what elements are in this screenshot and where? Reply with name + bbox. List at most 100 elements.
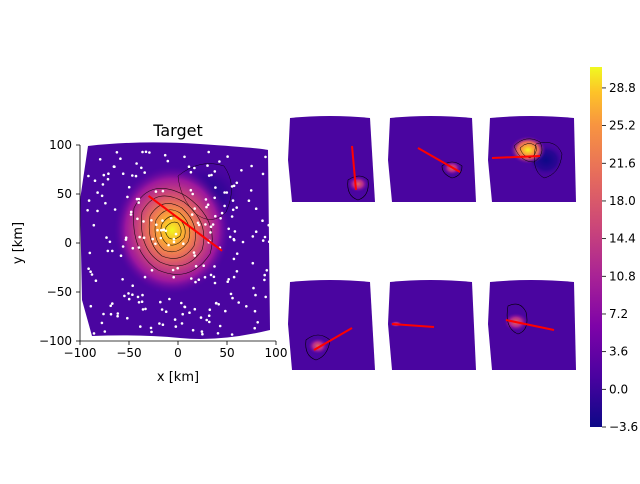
station-marker: [253, 326, 256, 330]
colorbar-tick-label: 14.4: [609, 232, 636, 246]
station-marker: [263, 278, 266, 282]
station-marker: [213, 281, 217, 285]
station-marker: [87, 267, 90, 271]
station-marker: [218, 324, 222, 328]
station-marker: [199, 316, 203, 319]
panel-1: [288, 116, 375, 202]
station-marker: [256, 321, 260, 324]
station-marker: [210, 173, 213, 177]
station-marker: [216, 332, 220, 335]
station-marker: [140, 300, 144, 304]
station-marker: [131, 293, 134, 297]
station-marker: [127, 297, 131, 301]
station-marker: [96, 209, 99, 213]
station-marker: [189, 188, 193, 192]
station-marker: [137, 246, 141, 249]
station-marker: [253, 309, 257, 313]
station-marker: [143, 171, 146, 174]
station-marker: [113, 208, 117, 211]
station-marker: [106, 249, 110, 253]
station-marker: [252, 286, 255, 290]
station-marker: [232, 275, 236, 279]
panel-1-contour: [347, 175, 369, 201]
station-marker: [204, 223, 207, 226]
panel-1-hotspot: [348, 176, 368, 192]
station-marker: [193, 207, 196, 210]
station-marker: [209, 273, 213, 277]
station-marker: [171, 268, 175, 272]
station-marker: [267, 240, 271, 243]
station-marker: [111, 302, 114, 305]
station-marker: [87, 199, 91, 202]
station-marker: [202, 264, 205, 268]
panel-5-field: [388, 280, 476, 370]
station-marker: [181, 312, 184, 316]
station-marker: [207, 174, 211, 177]
station-marker: [151, 237, 154, 241]
station-marker: [172, 240, 176, 244]
colorbar-tick-label: 18.0: [609, 194, 636, 208]
panel-4-hotspot: [308, 338, 328, 354]
station-marker: [212, 275, 216, 279]
station-marker: [141, 150, 144, 154]
station-marker: [154, 242, 157, 246]
station-marker: [204, 198, 208, 201]
station-marker: [190, 213, 194, 216]
station-marker: [225, 191, 229, 194]
colorbar-tick-label: 7.2: [609, 307, 628, 321]
station-marker: [108, 240, 112, 244]
station-marker: [227, 227, 230, 231]
panel-4: [288, 280, 375, 370]
station-marker: [230, 185, 234, 188]
station-marker: [116, 312, 120, 315]
station-marker: [241, 240, 245, 244]
station-marker: [197, 223, 201, 227]
station-marker: [224, 309, 227, 313]
station-marker: [232, 238, 236, 242]
y-tick-label: −50: [47, 285, 72, 299]
station-marker: [142, 236, 146, 239]
station-marker: [119, 157, 122, 160]
station-marker: [220, 211, 224, 215]
station-marker: [101, 183, 105, 186]
station-marker: [96, 191, 99, 194]
station-marker: [149, 326, 153, 330]
station-marker: [131, 284, 134, 288]
station-marker: [142, 220, 145, 223]
station-marker: [229, 292, 233, 296]
station-marker: [136, 217, 139, 221]
main-x-axis: −100 −50 0 50 100 x [km]: [64, 340, 287, 385]
station-marker: [154, 190, 158, 193]
station-marker: [90, 273, 94, 276]
panel-6-fault-line: [505, 319, 555, 331]
station-marker: [138, 235, 141, 239]
station-marker: [219, 217, 222, 220]
station-marker: [176, 266, 179, 270]
station-marker: [127, 185, 131, 189]
colorbar-tick-label: 28.8: [609, 81, 636, 95]
station-marker: [261, 172, 265, 176]
station-marker: [180, 301, 183, 305]
station-marker: [141, 308, 145, 311]
panel-5: [388, 280, 476, 370]
station-marker: [267, 223, 271, 227]
station-marker: [166, 159, 170, 163]
station-marker: [240, 169, 243, 172]
main-panel: Target −100 −50 0 50 100 x [km] 100500−50−10…: [11, 121, 287, 385]
station-marker: [230, 333, 234, 336]
station-marker: [194, 264, 198, 268]
station-marker: [129, 213, 133, 216]
panel-1-fault-line: [351, 145, 357, 191]
station-marker: [156, 228, 159, 232]
station-marker: [201, 332, 204, 336]
station-marker: [162, 228, 166, 231]
station-marker: [254, 207, 258, 210]
station-marker: [87, 174, 90, 178]
station-marker: [172, 275, 175, 279]
station-marker: [148, 151, 151, 154]
colorbar-tick-label: 21.6: [609, 156, 636, 170]
station-marker: [144, 150, 148, 154]
station-marker: [88, 251, 92, 255]
station-marker: [93, 179, 97, 182]
